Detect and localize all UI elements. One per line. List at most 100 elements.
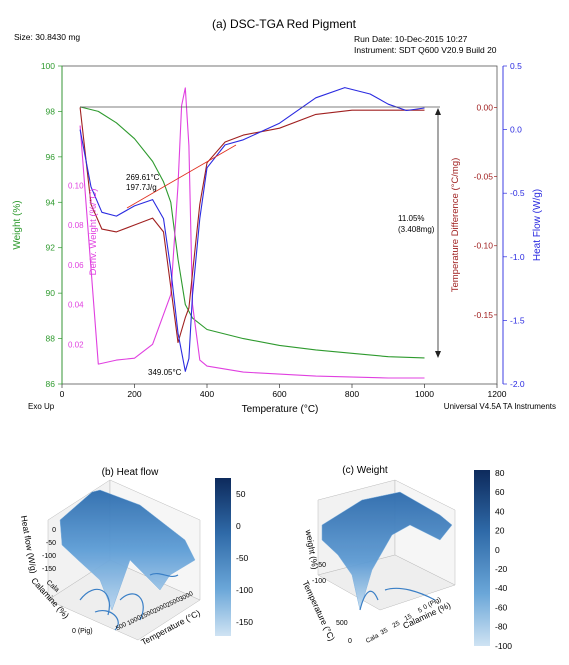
deriv-tick-label: 0.06 [68, 261, 84, 270]
axes-layer: 0 200 400 600 800 1000 1200 86 88 90 92 94 96 98 100 0.… [41, 61, 525, 399]
panel-b-z-tick: -150 [42, 566, 56, 573]
tempdiff-tick-label: -0.15 [474, 310, 494, 320]
weight-surface [321, 491, 453, 611]
weight-tick-label: 100 [41, 61, 55, 71]
floor [47, 559, 201, 641]
annotation-peak-temp: 269.61°C [126, 173, 160, 182]
panel-c-colorbar-tick: 20 [495, 526, 505, 536]
panel-c-cal-tick: 35 [379, 627, 389, 637]
x-tick-label: 800 [345, 389, 359, 399]
y-axis-label-deriv: Deriv. Weight (%/°C) [88, 189, 99, 276]
weight-tick-label: 88 [46, 334, 56, 344]
weight-tick-label: 86 [46, 379, 56, 389]
panel-c-colorbar-tick: -100 [495, 641, 512, 651]
x-tick-label: 600 [272, 389, 286, 399]
series-heat-flow-line [79, 87, 425, 372]
series-weight-line [79, 106, 425, 359]
panel-b-x-tick: 500 [115, 621, 128, 632]
y-axis-label-weight: Weight (%) [12, 200, 23, 249]
arrow-head-top [435, 108, 441, 115]
panel-c-tick-z0: -50 [316, 562, 326, 569]
panel-c-colorbar-tick: 60 [495, 487, 505, 497]
panel-c-colorbar-tick: 40 [495, 506, 505, 516]
annotation-mass-loss: 11.05% [398, 214, 425, 223]
panel-c-xlabel: Temperature (°C) [300, 579, 337, 643]
universal-label: Universal V4.5A TA Instruments [444, 402, 556, 411]
panel-c-tick-z1: -100 [312, 578, 326, 585]
heatflow-tick-label: 0.5 [510, 61, 522, 71]
panel-c-colorbar-tick: 80 [495, 468, 505, 478]
annotation-enthalpy: 197.7J/g [126, 183, 157, 192]
x-tick-label: 1000 [415, 389, 434, 399]
heatflow-tick-label: -0.5 [510, 188, 525, 198]
heatflow-tick-label: -2.0 [510, 379, 525, 389]
weight-tick-label: 98 [46, 106, 56, 116]
tangent-line [126, 144, 237, 209]
x-tick-label: 1200 [488, 389, 507, 399]
panel-c-colorbar-tick: -20 [495, 564, 508, 574]
panel-b-zlabel: Heat flow (W/g) [19, 515, 39, 575]
series-layer [79, 87, 425, 379]
exo-up-label: Exo Up [28, 402, 55, 411]
heatflow-tick-label: -1.0 [510, 252, 525, 262]
annotation-mass-loss-mg: (3.408mg) [398, 225, 435, 234]
deriv-tick-label: 0.02 [68, 340, 84, 349]
panel-b-colorbar-tick: -100 [236, 585, 253, 595]
panel-c-cal-tick: 5 [417, 607, 424, 615]
panel-c-tick-temp0: 0 [348, 638, 352, 645]
panel-b-colorbar [215, 478, 231, 636]
series-temperature-difference-line [79, 107, 425, 344]
panel-b-colorbar-tick: -50 [236, 553, 249, 563]
heatflow-tick-label: -1.5 [510, 315, 525, 325]
heatflow-tick-label: 0.0 [510, 125, 522, 135]
weight-tick-label: 94 [46, 197, 56, 207]
annotation-min-temp: 349.05°C [148, 368, 182, 377]
x-tick-label: 200 [127, 389, 141, 399]
deriv-tick-label: 0.10 [68, 181, 84, 190]
panel-c-colorbar-tick: -40 [495, 583, 508, 593]
panel-c-cal-tick: Cala [365, 632, 380, 645]
panel-b: (b) Heat flow 0-50-100-150 5001000150020… [19, 467, 253, 647]
panel-c-cal-tick: 25 [391, 620, 401, 630]
panel-b-z-tick: 0 [52, 527, 56, 534]
heatflow-contour-2 [149, 572, 179, 578]
panel-b-colorbar-tick: 0 [236, 521, 241, 531]
heatflow-contour [79, 588, 144, 631]
panel-a-title: (a) DSC-TGA Red Pigment [212, 17, 357, 31]
panel-b-colorbar-tick: -150 [236, 617, 253, 627]
weight-tick-label: 92 [46, 243, 56, 253]
panel-b-z-tick: -100 [42, 553, 56, 560]
x-tick-label: 400 [200, 389, 214, 399]
panel-c-cal-tick: 15 [403, 613, 413, 623]
y-axis-label-tempdiff: Temperature Difference (°C/mg) [450, 158, 461, 293]
panel-b-title: (b) Heat flow [102, 467, 159, 478]
x-axis-label: Temperature (°C) [242, 404, 319, 415]
tempdiff-tick-label: 0.00 [476, 102, 493, 112]
annotations: 269.61°C 197.7J/g 11.05% (3.408mg) 349.0… [80, 106, 441, 377]
deriv-tick-label: 0.08 [68, 221, 84, 230]
panel-c-tick-temp1: 500 [336, 620, 348, 627]
weight-tick-label: 90 [46, 288, 56, 298]
panel-b-z-tick: -50 [46, 540, 56, 547]
series-deriv-weight-line [79, 87, 425, 379]
panel-c-title: (c) Weight [342, 465, 388, 476]
x-tick-label: 0 [60, 389, 65, 399]
heatflow-surface [59, 489, 196, 611]
panel-c-colorbar-tick: -60 [495, 602, 508, 612]
panel-b-colorbar-tick: 50 [236, 489, 246, 499]
panel-b-tick-pig: 0 (Pig) [72, 628, 93, 635]
arrow-head-bottom [435, 351, 441, 358]
weight-tick-label: 96 [46, 152, 56, 162]
instrument-label: Instrument: SDT Q600 V20.9 Build 20 [354, 45, 497, 55]
run-date-label: Run Date: 10-Dec-2015 10:27 [354, 34, 468, 44]
panel-c-colorbar-tick: -80 [495, 622, 508, 632]
deriv-tick-label: 0.04 [68, 301, 84, 310]
weight-contour [359, 587, 436, 611]
y-axis-label-heatflow: Heat Flow (W/g) [532, 189, 543, 261]
panel-c-colorbar-tick: 0 [495, 545, 500, 555]
size-label: Size: 30.8430 mg [14, 32, 80, 42]
tempdiff-tick-label: -0.05 [474, 172, 494, 182]
